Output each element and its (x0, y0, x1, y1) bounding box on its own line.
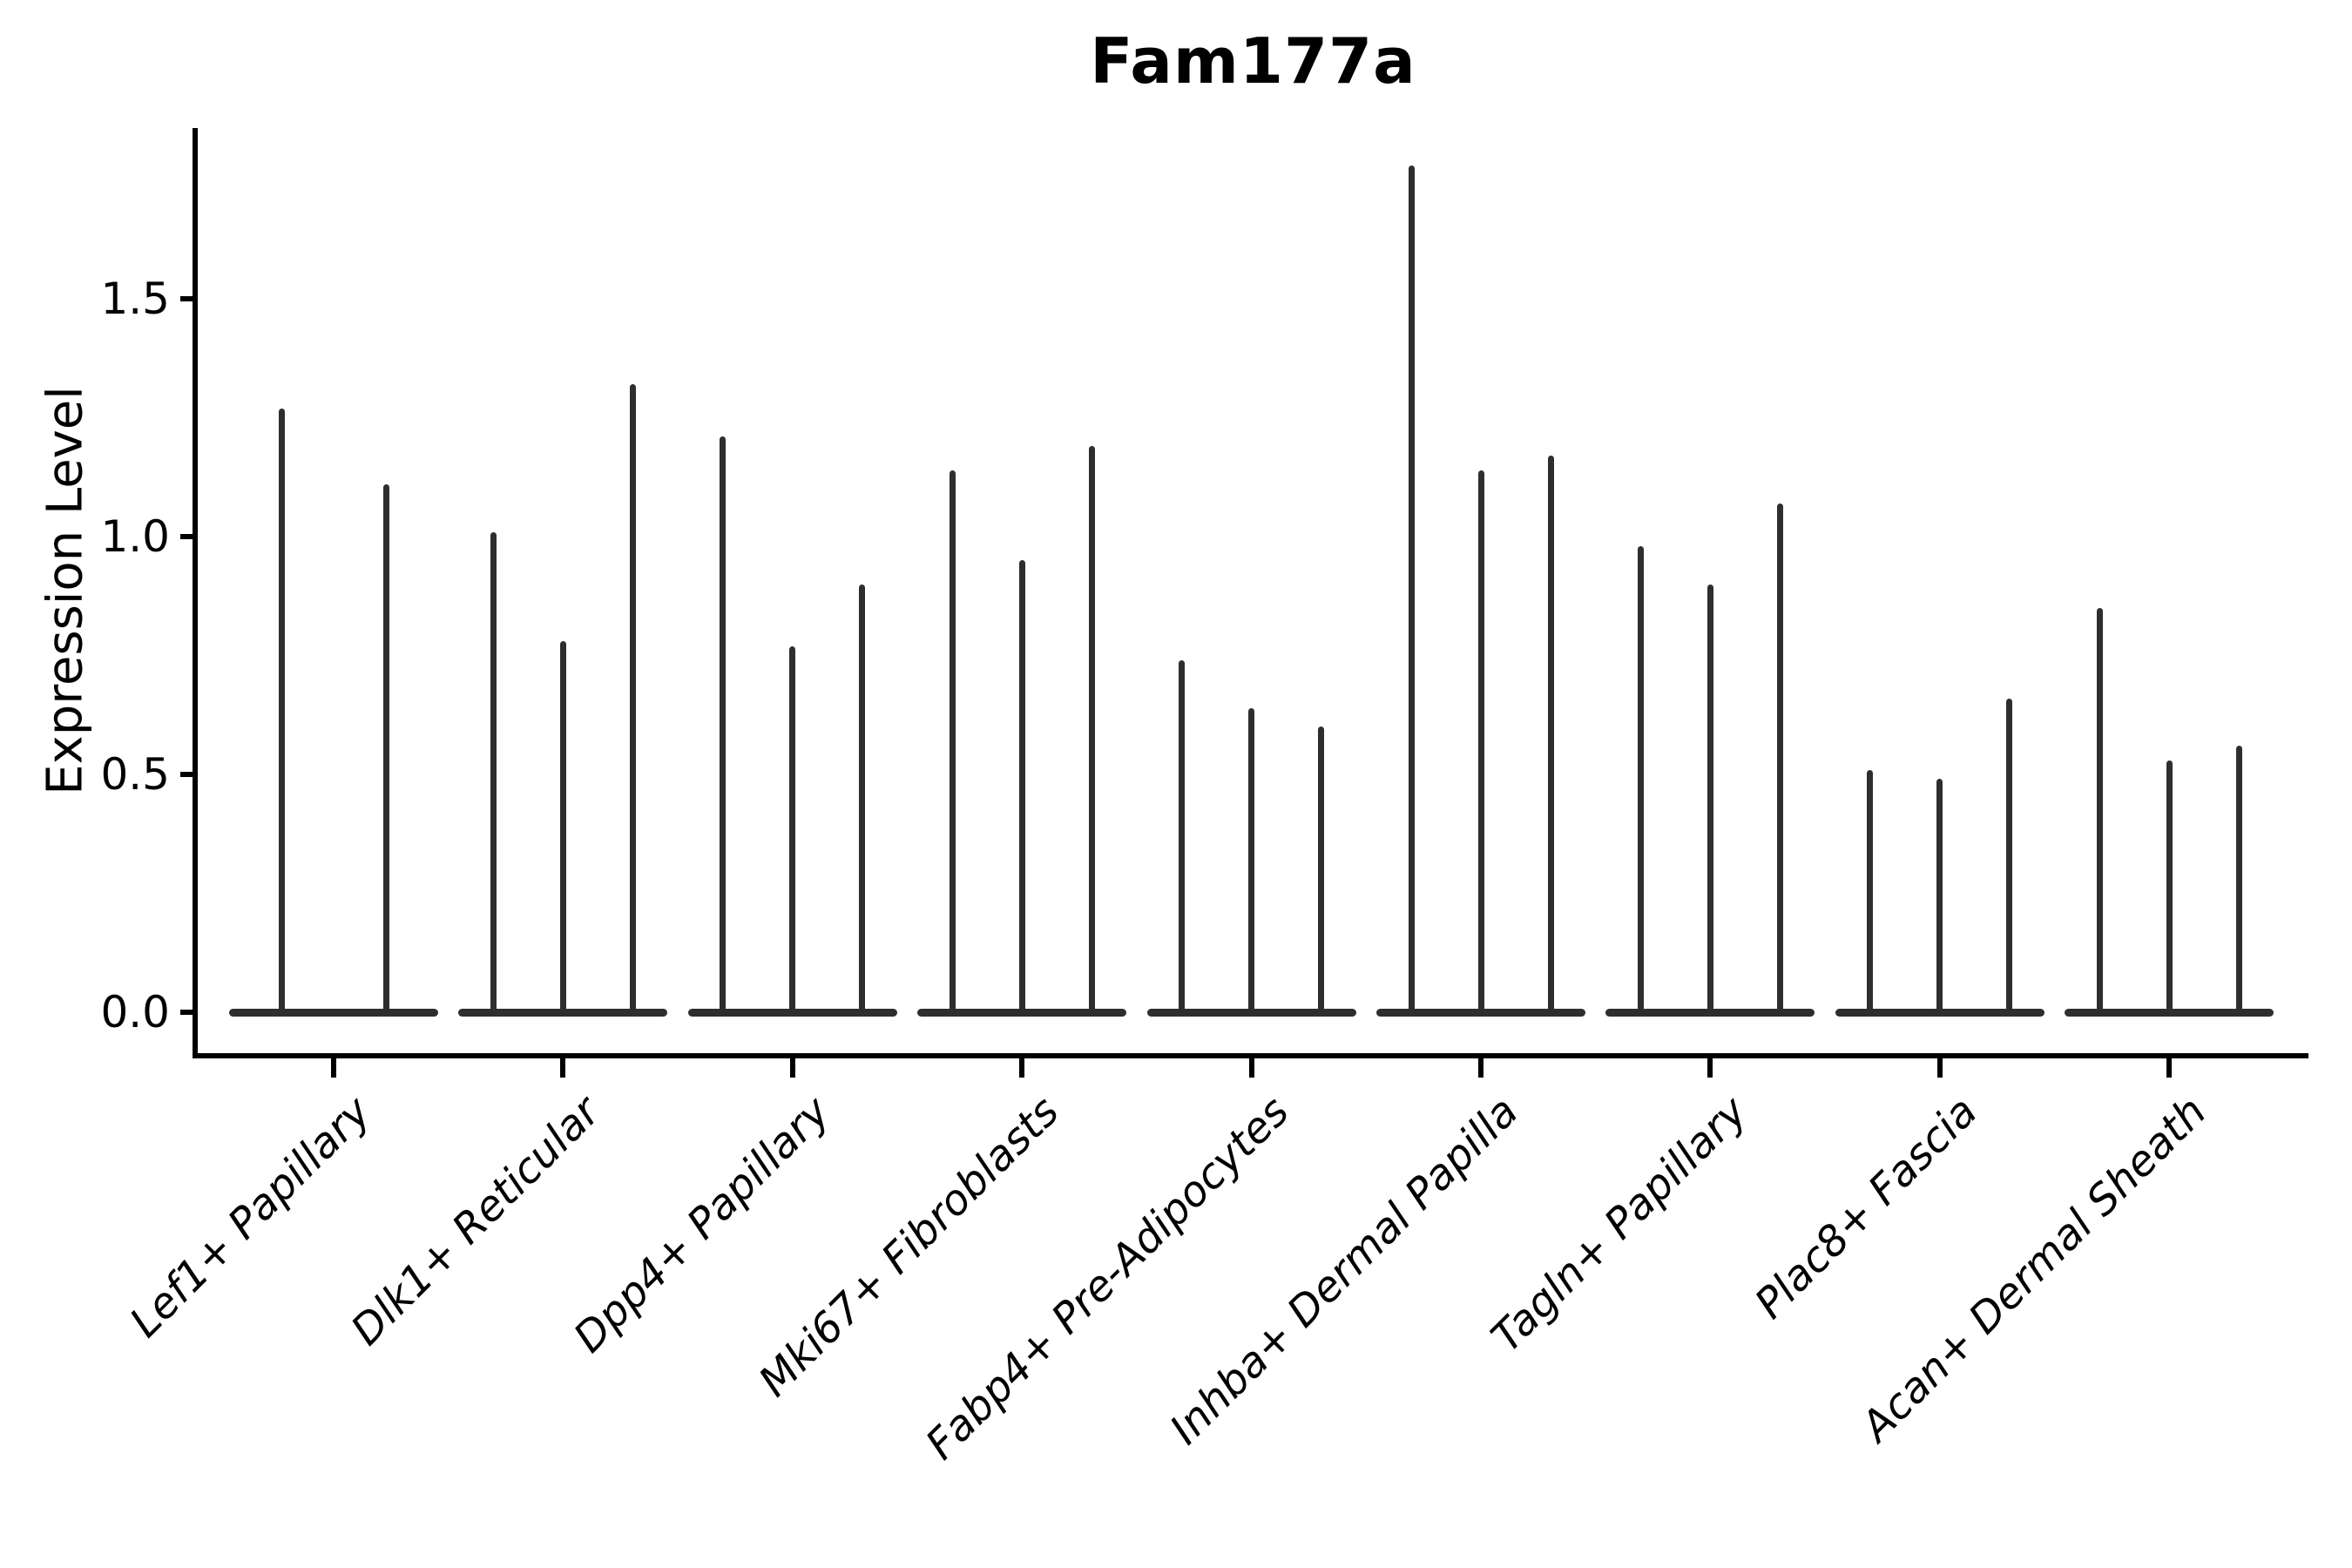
violin-baseline-group-8 (1835, 1008, 2044, 1017)
violin-spike (1318, 727, 1325, 1012)
x-tick-mark (1707, 1058, 1713, 1078)
y-tick-label: 0.0 (100, 987, 170, 1037)
x-tick-label-7: Tagln+ Papillary (1482, 1087, 1757, 1362)
violin-baseline-group-5 (1146, 1008, 1356, 1017)
violin-baseline-group-6 (1376, 1008, 1585, 1017)
y-tick-label: 0.5 (100, 749, 170, 800)
y-tick-label: 1.0 (100, 511, 170, 562)
violin-spike (2006, 698, 2013, 1012)
x-tick-mark (2166, 1058, 2173, 1078)
y-tick-mark (180, 534, 198, 539)
y-tick-mark (180, 1010, 198, 1015)
violin-spike (278, 408, 285, 1012)
x-tick-mark (1478, 1058, 1484, 1078)
x-tick-mark (789, 1058, 795, 1078)
x-tick-mark (1936, 1058, 1943, 1078)
violin-spike (720, 436, 727, 1012)
violin-spike (2166, 760, 2173, 1012)
y-tick-mark (180, 772, 198, 777)
violin-baseline-group-3 (687, 1008, 897, 1017)
violin-spike (949, 470, 956, 1012)
violin-spike (382, 483, 389, 1012)
y-axis-label: Expression Level (37, 386, 94, 795)
violin-spike (629, 384, 636, 1012)
x-tick-mark (331, 1058, 336, 1078)
x-tick-label-2: Dlk1+ Reticular (341, 1087, 610, 1355)
violin-baseline-group-2 (458, 1008, 668, 1017)
y-axis-line (193, 128, 198, 1058)
violin-spike (859, 584, 866, 1012)
x-axis-line (193, 1053, 2308, 1058)
violin-spike (1088, 446, 1095, 1012)
x-tick-mark (560, 1058, 566, 1078)
violin-spike (789, 645, 796, 1012)
violin-spike (2235, 746, 2242, 1012)
violin-spike (559, 641, 566, 1012)
chart-title: Fam177a (1090, 24, 1416, 98)
violin-baseline-group-4 (917, 1008, 1127, 1017)
violin-spike (2096, 607, 2103, 1012)
violin-spike (1408, 166, 1415, 1012)
violin-spike (1867, 769, 1874, 1012)
violin-spike (1018, 560, 1025, 1012)
violin-spike (1936, 779, 1943, 1012)
violin-baseline-group-1 (229, 1008, 438, 1017)
violin-spike (1477, 470, 1484, 1012)
x-tick-label-8: Plac8+ Fascia (1745, 1087, 1987, 1328)
violin-spike (1776, 503, 1783, 1012)
x-tick-label-3: Dpp4+ Papillary (564, 1087, 840, 1362)
x-tick-label-1: Lef1+ Papillary (120, 1087, 381, 1348)
violin-spike (1179, 659, 1186, 1012)
violin-spike (490, 531, 497, 1012)
x-tick-mark (1019, 1058, 1025, 1078)
violin-baseline-group-9 (2065, 1008, 2274, 1017)
violin-baseline-group-7 (1605, 1008, 1815, 1017)
y-tick-label: 1.5 (100, 274, 170, 324)
x-tick-mark (1248, 1058, 1254, 1078)
y-tick-mark (180, 296, 198, 301)
violin-spike (1248, 707, 1255, 1012)
violin-spike (1707, 584, 1713, 1012)
violin-spike (1547, 456, 1554, 1012)
violin-spike (1637, 545, 1644, 1012)
x-tick-label-5: Fabp4+ Pre-Adipocytes (916, 1087, 1299, 1470)
